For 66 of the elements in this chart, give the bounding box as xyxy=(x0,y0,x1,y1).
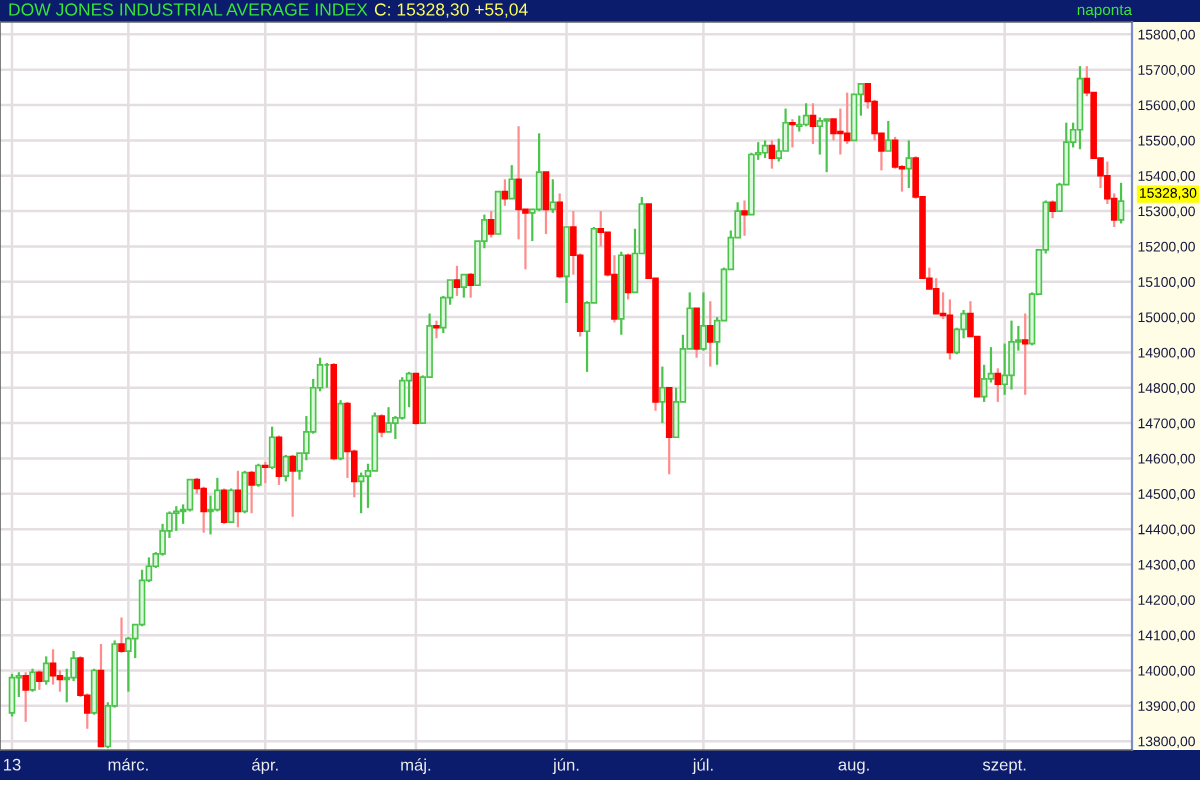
candlestick xyxy=(741,199,748,237)
candlestick xyxy=(905,139,913,190)
candlestick xyxy=(357,471,365,515)
chart-subtitle: C: 15328,30 +55,04 xyxy=(374,3,528,18)
candlestick xyxy=(234,469,242,529)
candlestick xyxy=(809,102,817,146)
candlestick xyxy=(549,178,557,214)
candlestick xyxy=(200,485,207,534)
candlestick xyxy=(932,277,940,315)
candlestick xyxy=(8,672,16,718)
candlestick xyxy=(29,667,36,693)
candlestick xyxy=(501,178,509,207)
candlestick xyxy=(90,667,98,716)
candlestick xyxy=(42,655,50,686)
candlestick xyxy=(453,264,461,297)
candlestick xyxy=(1021,312,1029,396)
candlestick xyxy=(248,469,255,515)
x-tick-label: márc. xyxy=(108,758,148,771)
candlestick xyxy=(289,453,296,518)
candlestick xyxy=(659,365,666,425)
candlestick xyxy=(460,273,468,299)
x-tick-label: ápr. xyxy=(252,758,278,775)
candlestick xyxy=(282,453,290,483)
candlestick xyxy=(700,291,707,352)
candlestick xyxy=(385,406,392,434)
candlestick xyxy=(255,462,262,488)
candlestick xyxy=(207,494,214,536)
candlestick xyxy=(494,190,502,235)
candlestick xyxy=(378,413,385,439)
candlestick xyxy=(172,505,180,532)
candlestick xyxy=(22,671,29,723)
candlestick xyxy=(823,118,830,174)
candlestick xyxy=(768,139,776,170)
candlestick xyxy=(268,425,276,471)
candlestick xyxy=(220,487,228,525)
candlestick xyxy=(535,132,543,213)
candlestick xyxy=(706,300,714,368)
x-tick-label: máj. xyxy=(401,758,431,775)
candlestick xyxy=(946,298,954,361)
x-tick-label: aug. xyxy=(838,761,869,774)
candlestick xyxy=(884,119,892,153)
candlestick xyxy=(624,252,632,301)
candlestick xyxy=(241,469,249,515)
candlestick xyxy=(275,434,283,487)
candlestick xyxy=(542,171,550,236)
candlestick xyxy=(1008,319,1015,391)
x-tick-label: szept. xyxy=(982,759,1026,774)
candlestick xyxy=(467,271,474,299)
candlestick xyxy=(433,319,440,340)
x-tick-label: 13 xyxy=(3,758,21,771)
candlestick xyxy=(227,487,235,524)
candlestick xyxy=(487,209,495,239)
candlestick xyxy=(515,125,522,241)
x-tick-label: júl. xyxy=(692,758,713,775)
candlestick xyxy=(994,367,1002,404)
candlestick xyxy=(261,460,269,485)
candlestick xyxy=(49,648,57,686)
chart-title: DOW JONES INDUSTRIAL AVERAGE INDEX xyxy=(9,3,368,16)
candlestick xyxy=(789,118,796,149)
x-tick-label: jún. xyxy=(552,758,579,775)
candlestick xyxy=(802,102,810,128)
candlestick xyxy=(693,307,700,359)
candlestick xyxy=(36,669,43,692)
candlestick xyxy=(508,164,516,200)
candlestick xyxy=(1117,181,1125,225)
candlestick xyxy=(118,616,125,654)
